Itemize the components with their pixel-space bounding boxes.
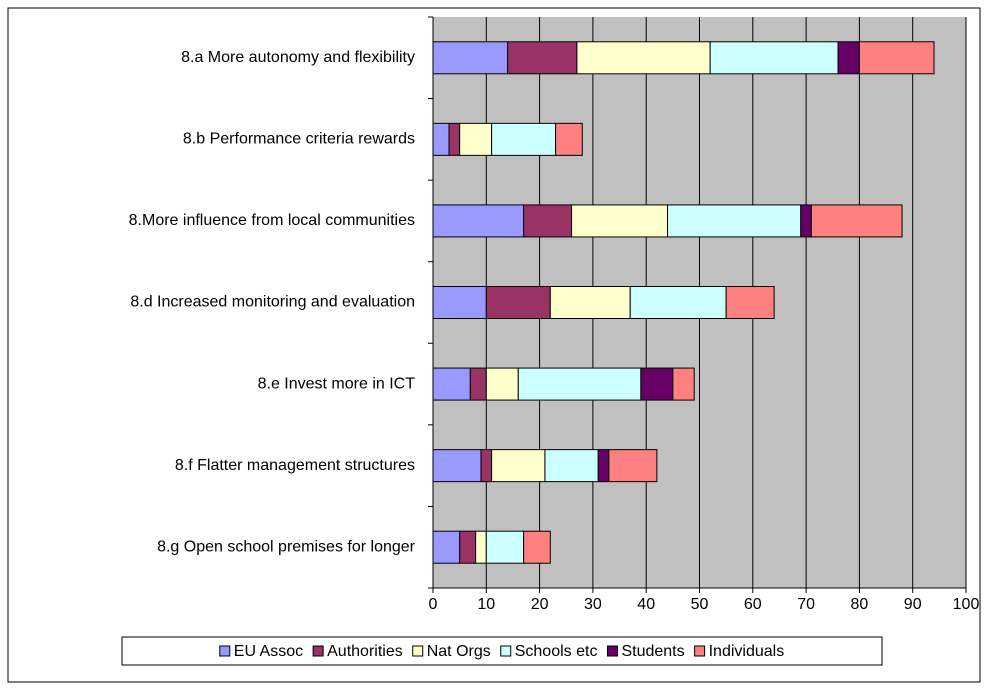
y-tick-label: 8.g Open school premises for longer: [157, 538, 416, 555]
bar-segment: [629, 286, 727, 319]
legend-swatch: [500, 645, 512, 657]
bar-segment: [432, 122, 450, 156]
x-tick-label: 40: [637, 596, 655, 613]
bar-segment: [469, 367, 487, 401]
legend-swatch: [312, 645, 324, 657]
y-tick-label: 8.e Invest more in ICT: [258, 375, 416, 392]
legend-label: EU Assoc: [234, 643, 303, 660]
bar-segment: [549, 286, 631, 319]
legend-swatch: [412, 645, 424, 657]
bar-segment: [725, 286, 775, 319]
y-tick-label: 8.f Flatter management structures: [175, 457, 415, 474]
x-tick-label: 80: [851, 596, 869, 613]
bar-segment: [448, 122, 461, 156]
bar-segment: [810, 204, 903, 238]
legend-label: Individuals: [709, 643, 785, 660]
x-tick-label: 90: [904, 596, 922, 613]
y-tick-label: 8.d Increased monitoring and evaluation: [130, 294, 415, 311]
legend-swatch: [606, 645, 618, 657]
bar-segment: [800, 204, 812, 238]
y-tick-label: 8.a More autonomy and flexibility: [181, 49, 415, 66]
legend-label: Nat Orgs: [427, 643, 491, 660]
x-tick-label: 100: [953, 596, 980, 613]
bar-segment: [517, 367, 642, 401]
bar-segment: [667, 204, 802, 238]
bar-segment: [432, 41, 509, 75]
bar-segment: [507, 41, 578, 75]
bar-segment: [576, 41, 711, 75]
bar-segment: [491, 122, 557, 156]
bar-segment: [544, 449, 599, 483]
x-tick-label: 20: [531, 596, 549, 613]
bar-segment: [571, 204, 669, 238]
bar-segment: [432, 449, 482, 483]
bar-segment: [555, 122, 583, 156]
bar-segment: [858, 41, 935, 75]
bar-segment: [523, 204, 573, 238]
bar-segment: [475, 530, 487, 564]
bar-segment: [672, 367, 695, 401]
legend-label: Authorities: [327, 643, 403, 660]
x-tick-label: 0: [429, 596, 438, 613]
bar-segment: [837, 41, 860, 75]
bar-segment: [432, 530, 461, 564]
bar-segment: [480, 449, 493, 483]
y-tick-label: 8.b Performance criteria rewards: [183, 131, 415, 148]
x-tick-label: 60: [744, 596, 762, 613]
x-tick-label: 50: [691, 596, 709, 613]
bar-segment: [485, 367, 519, 401]
bar-segment: [485, 530, 525, 564]
legend-swatch: [694, 645, 706, 657]
bar-segment: [597, 449, 610, 483]
legend-label: Students: [621, 643, 684, 660]
bar-segment: [485, 286, 551, 319]
bar-segment: [432, 367, 471, 401]
x-tick-label: 10: [477, 596, 495, 613]
bar-segment: [523, 530, 551, 564]
bar-segment: [491, 449, 546, 483]
x-tick-label: 30: [584, 596, 602, 613]
bar-segment: [709, 41, 839, 75]
bar-segment: [432, 286, 487, 319]
bar-segment: [608, 449, 658, 483]
legend-label: Schools etc: [515, 643, 598, 660]
y-tick-label: 8.More influence from local communities: [129, 212, 415, 229]
legend-swatch: [219, 645, 231, 657]
bar-segment: [640, 367, 674, 401]
x-tick-label: 70: [797, 596, 815, 613]
bar-segment: [459, 530, 477, 564]
bar-segment: [459, 122, 493, 156]
bar-segment: [432, 204, 525, 238]
